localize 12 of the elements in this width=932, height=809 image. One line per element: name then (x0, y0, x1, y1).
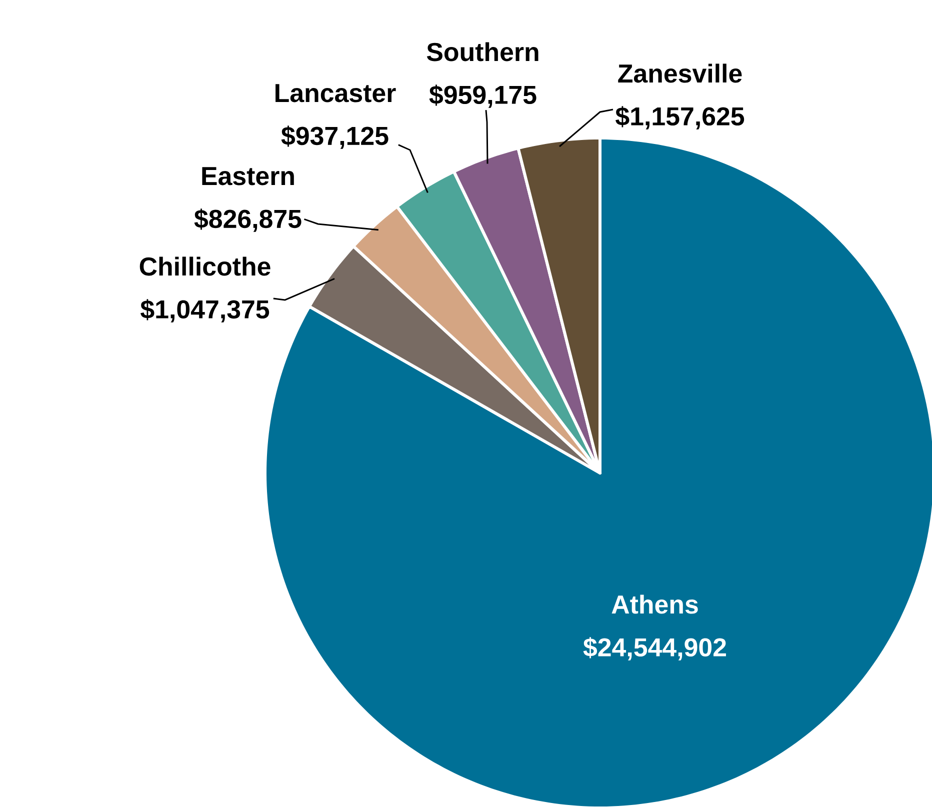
slice-label: Southern (426, 42, 538, 62)
slice-label: Athens (612, 594, 698, 614)
slice-label: Lancaster (276, 84, 396, 102)
slice-label: Eastern (202, 167, 294, 186)
data-label: $24,544,902 (583, 637, 726, 660)
data-label: $1,047,375 (140, 299, 270, 322)
data-label: $1,157,625 (616, 106, 744, 130)
slice-label: Chillicothe (140, 256, 270, 276)
data-label: $826,875 (194, 208, 302, 232)
data-label: $959,175 (429, 84, 536, 108)
slice-label: Zanesville (618, 64, 742, 83)
data-label: $937,125 (281, 126, 388, 149)
